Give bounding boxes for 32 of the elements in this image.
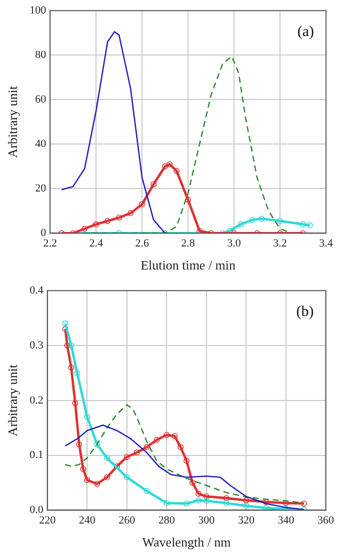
x-tick-label: 320 <box>238 514 255 527</box>
x-tick-label: 2.6 <box>135 238 150 250</box>
x-tick-label: 240 <box>78 514 96 527</box>
y-tick-label: 40 <box>35 138 47 150</box>
y-tick-label: 0.0 <box>30 504 44 516</box>
y-tick-label: 0.4 <box>30 284 44 296</box>
y-tick-label: 60 <box>35 94 47 106</box>
x-tick-label: 2.2 <box>43 238 57 250</box>
x-tick-label: 220 <box>39 514 56 527</box>
y-tick-label: 20 <box>35 182 47 195</box>
x-tick-label: 3.0 <box>227 238 242 250</box>
annotation: (a) <box>297 24 314 40</box>
x-tick-label: 2.8 <box>181 238 196 250</box>
x-tick-label: 300 <box>198 514 216 527</box>
y-tick-label: 0.3 <box>30 339 44 352</box>
x-tick-label: 3.2 <box>273 238 287 250</box>
y-tick-label: 0 <box>40 227 47 240</box>
x-tick-label: 3.4 <box>319 238 334 250</box>
x-axis-title: Wavelength / nm <box>142 534 231 550</box>
y-axis-title: Arbitrary unit <box>5 364 20 436</box>
y-tick-label: 100 <box>30 4 47 16</box>
x-tick-label: 280 <box>158 514 176 527</box>
annotation: (b) <box>296 304 314 320</box>
x-tick-label: 260 <box>118 514 136 527</box>
x-tick-label: 2.4 <box>89 238 104 250</box>
x-axis-title: Elution time / min <box>140 258 236 273</box>
y-tick-label: 0.1 <box>30 449 44 462</box>
x-tick-label: 360 <box>318 514 334 527</box>
y-tick-label: 80 <box>35 49 47 62</box>
y-axis-title: Arbitrary unit <box>5 86 20 158</box>
x-tick-label: 340 <box>278 514 295 527</box>
y-tick-label: 0.2 <box>30 394 44 406</box>
